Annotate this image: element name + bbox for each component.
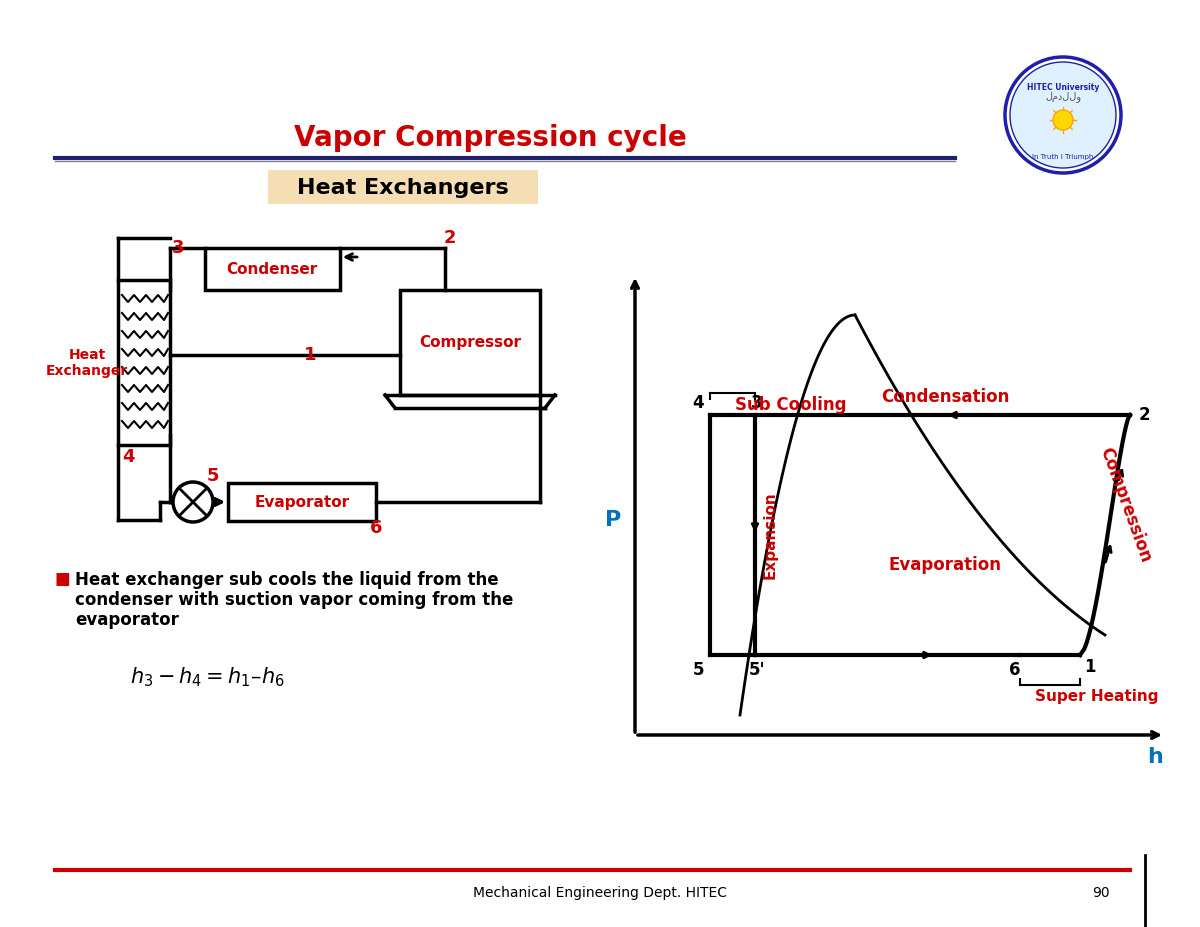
- Text: Compressor: Compressor: [419, 335, 521, 349]
- Text: Heat Exchangers: Heat Exchangers: [298, 178, 509, 198]
- Text: 90: 90: [1092, 886, 1110, 900]
- Bar: [205, 248, 340, 290]
- Bar: [228, 483, 376, 521]
- Text: Compression: Compression: [1096, 445, 1154, 565]
- Text: 6: 6: [1009, 661, 1021, 679]
- Text: Vapor Compression cycle: Vapor Compression cycle: [294, 124, 686, 152]
- Text: Condensation: Condensation: [881, 388, 1009, 406]
- Text: Super Heating: Super Heating: [1034, 690, 1158, 705]
- Text: HITEC University: HITEC University: [1027, 83, 1099, 92]
- Text: Heat
Exchanger: Heat Exchanger: [46, 348, 128, 378]
- Text: 4: 4: [121, 448, 134, 466]
- Text: Sub Cooling: Sub Cooling: [734, 396, 846, 414]
- Circle shape: [1054, 110, 1073, 130]
- Text: 6: 6: [370, 519, 383, 537]
- Text: condenser with suction vapor coming from the: condenser with suction vapor coming from…: [74, 591, 514, 609]
- Text: Heat exchanger sub cools the liquid from the: Heat exchanger sub cools the liquid from…: [74, 571, 499, 589]
- Text: P: P: [605, 510, 622, 530]
- Text: 5': 5': [749, 661, 766, 679]
- Text: evaporator: evaporator: [74, 611, 179, 629]
- Circle shape: [1010, 62, 1116, 168]
- Text: Expansion: Expansion: [762, 491, 778, 578]
- Text: 2: 2: [1138, 406, 1150, 424]
- Bar: [118, 280, 170, 445]
- Text: 4: 4: [692, 394, 704, 412]
- Text: ■: ■: [55, 570, 71, 588]
- Text: Evaporator: Evaporator: [254, 494, 349, 510]
- Text: لمدللو: لمدللو: [1045, 92, 1081, 103]
- Text: Condenser: Condenser: [227, 261, 318, 276]
- Text: 2: 2: [444, 229, 456, 247]
- Text: 1: 1: [1085, 658, 1096, 676]
- Text: $h_3 - h_4= h_1 – h_6$: $h_3 - h_4= h_1 – h_6$: [130, 665, 284, 689]
- Circle shape: [1006, 57, 1121, 173]
- Text: Mechanical Engineering Dept. HITEC: Mechanical Engineering Dept. HITEC: [473, 886, 727, 900]
- Text: Evaporation: Evaporation: [888, 556, 1002, 574]
- Circle shape: [173, 482, 214, 522]
- Text: 5: 5: [206, 467, 220, 485]
- Text: h: h: [1147, 747, 1163, 767]
- Text: 5: 5: [692, 661, 703, 679]
- Text: 3: 3: [751, 394, 763, 412]
- FancyBboxPatch shape: [268, 170, 538, 204]
- Text: 1: 1: [304, 346, 317, 364]
- Text: In Truth I Triumph: In Truth I Triumph: [1032, 154, 1093, 160]
- Bar: [400, 290, 540, 395]
- Text: 3: 3: [172, 239, 185, 257]
